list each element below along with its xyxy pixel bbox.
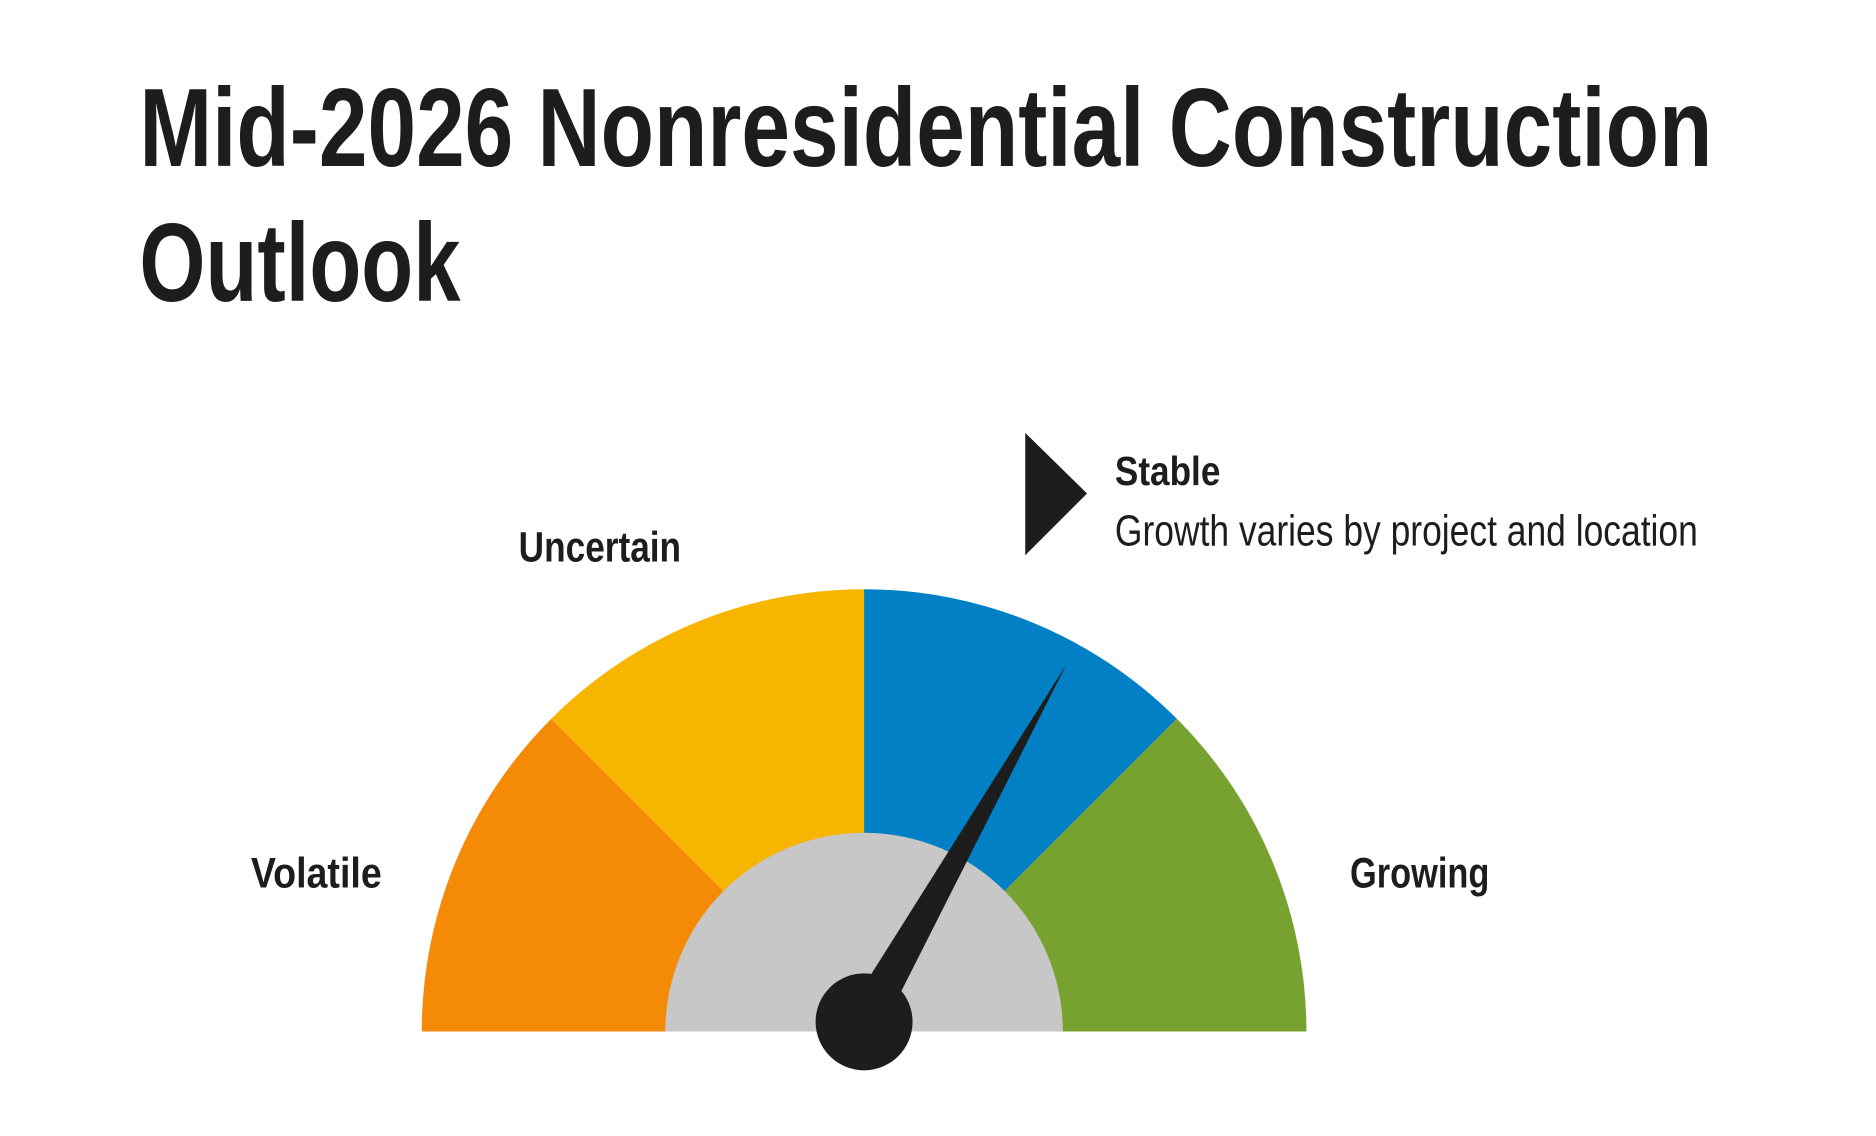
gauge-center (665, 832, 1063, 1032)
gauge-needle (847, 664, 1067, 1032)
segment-label: Growing (1350, 849, 1489, 896)
title: Mid-2026 Nonresidential Construction Out… (139, 65, 1736, 325)
indicator-label: Stable (1115, 448, 1220, 494)
segment-label: Volatile (251, 849, 382, 896)
indicator-arrow (1025, 432, 1088, 556)
title-line: Mid-2026 Nonresidential Construction (139, 65, 1736, 190)
title-line: Outlook (139, 200, 461, 325)
gauge (421, 589, 1307, 1071)
segment-label: Uncertain (519, 523, 681, 570)
gauge-hub (815, 973, 913, 1071)
indicator-description: Growth varies by project and location (1115, 508, 1698, 556)
